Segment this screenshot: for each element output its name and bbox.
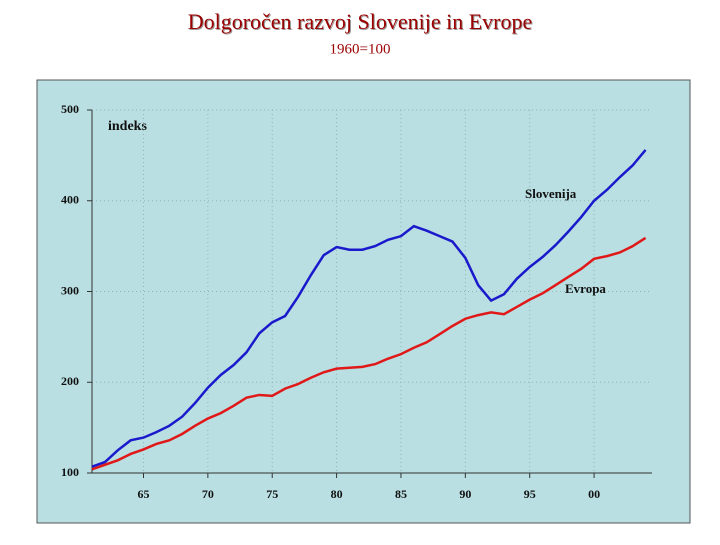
x-tick-label: 00 <box>588 487 600 501</box>
chart-title: Dolgoročen razvoj Slovenije in Evrope <box>188 9 533 34</box>
y-tick-label: 500 <box>61 102 79 116</box>
plot-panel <box>36 79 691 524</box>
chart-subtitle: 1960=100 <box>330 41 391 57</box>
x-tick-label: 85 <box>395 487 407 501</box>
x-tick-label: 95 <box>524 487 536 501</box>
series-label: Slovenija <box>525 186 577 201</box>
x-tick-label: 65 <box>137 487 149 501</box>
series-label: Evropa <box>565 281 606 296</box>
series-line <box>91 236 647 471</box>
y-tick-label: 400 <box>61 193 79 207</box>
y-axis-label: indeks <box>108 119 147 134</box>
x-tick-label: 70 <box>202 487 214 501</box>
x-tick-label: 90 <box>459 487 471 501</box>
x-tick-label: 75 <box>266 487 278 501</box>
x-tick-label: 80 <box>331 487 343 501</box>
series-line <box>91 149 647 468</box>
y-tick-label: 100 <box>61 465 79 479</box>
y-tick-label: 300 <box>61 283 79 297</box>
y-tick-label: 200 <box>61 374 79 388</box>
